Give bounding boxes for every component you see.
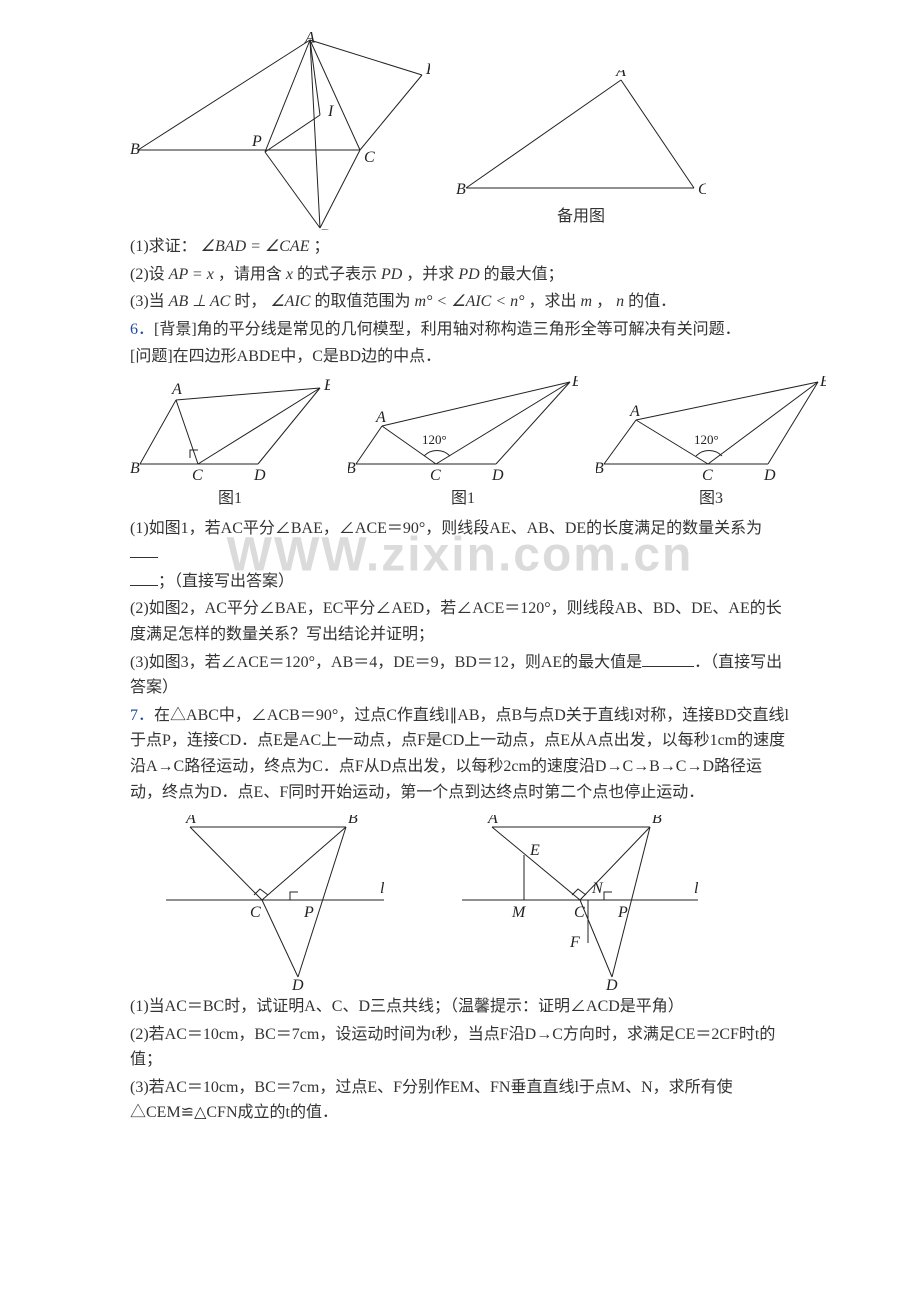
q6-blank-1a [130, 541, 158, 558]
svg-text:B: B [348, 460, 356, 477]
svg-text:P: P [617, 904, 628, 921]
q6-part3: (3)如图3，若∠ACE＝120°，AB＝4，DE＝9，BD＝12，则AE的最大… [130, 650, 790, 701]
svg-text:N: N [591, 880, 604, 897]
svg-text:E: E [529, 842, 540, 859]
svg-text:D: D [253, 467, 266, 484]
q7-intro: 7．在△ABC中，∠ACB＝90°，过点C作直线l∥AB，点B与点D关于直线l对… [130, 703, 790, 805]
q5-p1-math: ∠BAD = ∠CAE [201, 238, 310, 255]
svg-text:D: D [605, 977, 618, 990]
svg-text:l: l [694, 880, 699, 897]
svg-text:E: E [571, 376, 578, 390]
q6-part1: (1)如图1，若AC平分∠BAE，∠ACE＝90°，则线段AE、AB、DE的长度… [130, 516, 790, 567]
q6-question: [问题]在四边形ABDE中，C是BD边的中点． [130, 344, 790, 370]
svg-text:C: C [250, 904, 261, 921]
q5-part3: (3)当 AB ⊥ AC 时， ∠AIC 的取值范围为 m° < ∠AIC < … [130, 289, 790, 315]
svg-text:A: A [171, 381, 182, 398]
q6-blank-1b [130, 569, 158, 586]
svg-text:l: l [380, 880, 385, 897]
svg-text:I: I [327, 103, 334, 120]
q7-number: 7． [130, 707, 154, 724]
q7-figure-row: A B C P D l [130, 815, 790, 990]
q6-background: 6．[背景]角的平分线是常见的几何模型，利用轴对称构造三角形全等可解决有关问题． [130, 317, 790, 343]
svg-text:B: B [348, 815, 358, 827]
q7-part3: (3)若AC＝10cm，BC＝7cm，过点E、F分别作EM、FN垂直直线l于点M… [130, 1075, 790, 1126]
svg-text:E: E [819, 376, 826, 390]
q6-fig3-caption: 图3 [699, 486, 723, 512]
svg-text:C: C [364, 149, 375, 166]
svg-text:D: D [291, 977, 304, 990]
q7-fig-left: A B C P D l [162, 815, 392, 990]
q5-figure-aux-svg: A B C [456, 70, 706, 198]
svg-text:F: F [569, 934, 580, 951]
q6-blank-3 [642, 650, 694, 667]
q6-fig-2: A B C D E 120° [348, 376, 578, 486]
q5-p1-suffix: ； [313, 238, 329, 255]
svg-text:P: P [303, 904, 314, 921]
svg-text:A: A [615, 70, 626, 80]
svg-text:D: D [491, 467, 504, 484]
svg-text:M: M [511, 904, 527, 921]
q6-fig1-caption: 图1 [218, 486, 242, 512]
q5-figure-aux-caption: 备用图 [557, 204, 605, 230]
svg-text:E: E [323, 377, 330, 394]
q6-part2: (2)如图2，AC平分∠BAE，EC平分∠AED，若∠ACE＝120°，则线段A… [130, 596, 790, 647]
svg-text:B: B [596, 460, 604, 477]
q5-figure-aux: A B C 备用图 [456, 70, 706, 230]
q7-fig-right: A B C P D l E F M N [452, 815, 712, 990]
svg-text:A: A [304, 30, 315, 46]
q6-fig-1: A B C D E [130, 376, 330, 486]
svg-text:E: E [425, 61, 430, 78]
q5-part2: (2)设 AP = x ，请用含 x 的式子表示 PD ，并求 PD 的最大值； [130, 262, 790, 288]
svg-text:C: C [192, 467, 203, 484]
q5-figure-main: A B C E I P D [130, 30, 430, 230]
svg-text:B: B [456, 181, 466, 198]
q5-p1-prefix: (1)求证： [130, 238, 197, 255]
q6-part1b: ；（直接写出答案） [130, 569, 790, 595]
svg-text:120°: 120° [422, 432, 447, 447]
svg-text:B: B [130, 460, 140, 477]
svg-text:120°: 120° [694, 432, 719, 447]
q5-part1: (1)求证： ∠BAD = ∠CAE ； [130, 234, 790, 260]
q7-part2: (2)若AC＝10cm，BC＝7cm，设运动时间为t秒，当点F沿D→C方向时，求… [130, 1022, 790, 1073]
svg-text:B: B [130, 141, 140, 158]
svg-text:C: C [430, 467, 441, 484]
svg-text:D: D [319, 227, 332, 230]
svg-text:D: D [763, 467, 776, 484]
svg-text:A: A [487, 815, 498, 827]
svg-text:C: C [574, 904, 585, 921]
svg-text:A: A [185, 815, 196, 827]
svg-text:C: C [702, 467, 713, 484]
svg-text:A: A [375, 409, 386, 426]
q7-part1: (1)当AC＝BC时，试证明A、C、D三点共线；（温馨提示：证明∠ACD是平角） [130, 994, 790, 1020]
svg-text:C: C [698, 181, 706, 198]
svg-text:B: B [652, 815, 662, 827]
svg-text:A: A [629, 403, 640, 420]
q5-figure-row: A B C E I P D A B C [130, 30, 790, 230]
q6-fig2-caption: 图1 [451, 486, 475, 512]
q6-fig-3: A B C D E 120° [596, 376, 826, 486]
q6-figure-row: A B C D E 图1 [130, 376, 790, 512]
q6-number: 6． [130, 321, 154, 338]
svg-text:P: P [251, 133, 262, 150]
